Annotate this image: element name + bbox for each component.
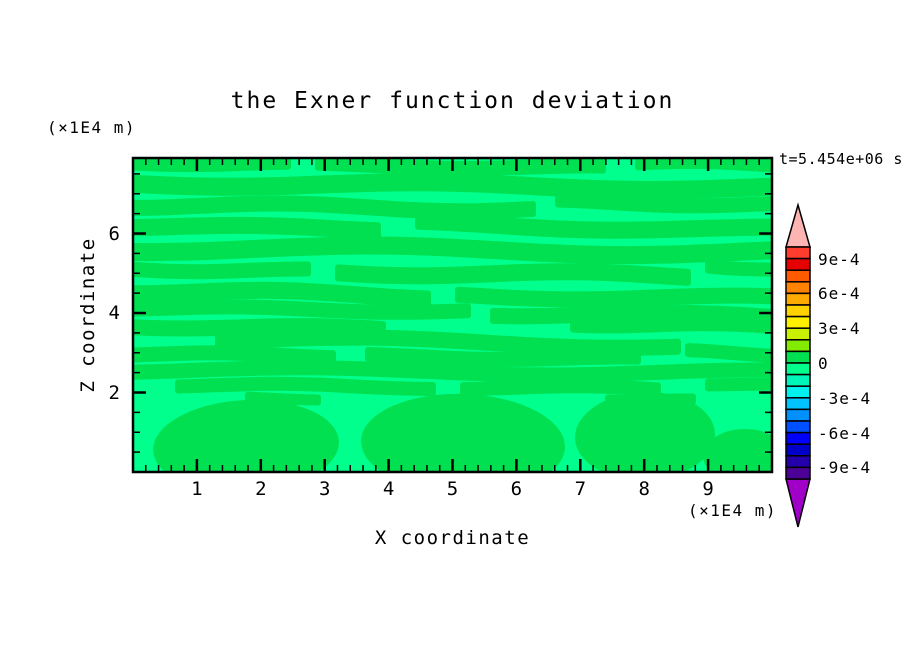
colorbar-tick-label: 3e-4 [818, 319, 861, 339]
colorbar-segment [785, 269, 811, 283]
chart-title: the Exner function deviation [230, 88, 675, 114]
colorbar-over-arrow [785, 202, 811, 248]
contour-field [133, 158, 772, 472]
colorbar-segment [785, 292, 811, 306]
contour-band [133, 195, 536, 220]
contour-band [685, 343, 772, 363]
colorbar-segment [785, 466, 811, 480]
contour-band [133, 236, 772, 265]
contour-band [133, 158, 291, 173]
contour-band [455, 286, 772, 308]
contour-band [133, 216, 381, 240]
y-tick-label: 4 [108, 302, 120, 324]
contour-band [460, 379, 661, 397]
timestamp-label: t=5.454e+06 s [779, 150, 903, 168]
colorbar-tick-label: 9e-4 [818, 249, 861, 269]
contour-band [175, 376, 436, 396]
y-tick-label: 6 [108, 222, 120, 245]
contour-blob [703, 429, 772, 472]
colorbar-segment [785, 281, 811, 295]
colorbar-segment [785, 408, 811, 422]
x-tick-label: 7 [574, 478, 587, 500]
x-tick-label: 9 [702, 478, 714, 500]
contour-band [705, 377, 772, 392]
colorbar-segment [785, 420, 811, 434]
colorbar-tick-label: -9e-4 [818, 458, 872, 478]
colorbar-segment [785, 362, 811, 376]
contour-band [335, 263, 691, 286]
colorbar [785, 202, 811, 528]
colorbar-segment [785, 304, 811, 318]
colorbar-segment [785, 397, 811, 411]
colorbar-segment [785, 373, 811, 387]
plot-border [131, 156, 774, 474]
x-axis-unit-label: (×1E4 m) [687, 501, 777, 520]
contour-band [133, 345, 336, 366]
x-tick-label: 8 [638, 478, 650, 500]
colorbar-tick-label: 6e-4 [818, 284, 861, 304]
y-tick-label: 2 [108, 381, 120, 404]
colorbar-tick-label: -6e-4 [818, 423, 872, 443]
contour-band [215, 329, 681, 356]
contour-band [365, 346, 641, 367]
colorbar-segment [785, 339, 811, 353]
colorbar-segment [785, 350, 811, 364]
contour-band [635, 158, 772, 173]
x-tick-label: 6 [510, 478, 523, 500]
contour-band [133, 360, 772, 383]
x-tick-label: 4 [382, 478, 395, 500]
contour-blob [361, 393, 565, 472]
contour-band [705, 259, 772, 277]
x-axis-title: X coordinate [374, 527, 531, 549]
x-tick-label: 3 [318, 478, 331, 500]
colorbar-tick-label: 0 [818, 354, 829, 373]
contour-band [555, 192, 772, 214]
contour-band [415, 212, 772, 239]
contour-band [133, 261, 311, 280]
x-tick-label: 2 [255, 478, 267, 500]
colorbar-segment [785, 385, 811, 399]
colorbar-segment [785, 443, 811, 457]
colorbar-segment [785, 431, 811, 445]
contour-band [570, 317, 772, 334]
colorbar-segment [785, 315, 811, 329]
colorbar-under-arrow [785, 478, 811, 528]
axis-ticks [134, 159, 771, 471]
colorbar-tick-label: -3e-4 [818, 388, 872, 408]
x-tick-label: 5 [446, 478, 459, 500]
contour-band [133, 299, 471, 320]
colorbar-segment [785, 455, 811, 469]
y-axis-unit-label: (×1E4 m) [47, 118, 137, 137]
x-tick-label: 1 [191, 478, 203, 500]
colorbar-segment [785, 257, 811, 271]
contour-band [133, 173, 772, 199]
contour-blob [575, 391, 715, 472]
contour-blob [153, 399, 339, 472]
colorbar-segment [785, 327, 811, 341]
colorbar-segment [785, 246, 811, 260]
